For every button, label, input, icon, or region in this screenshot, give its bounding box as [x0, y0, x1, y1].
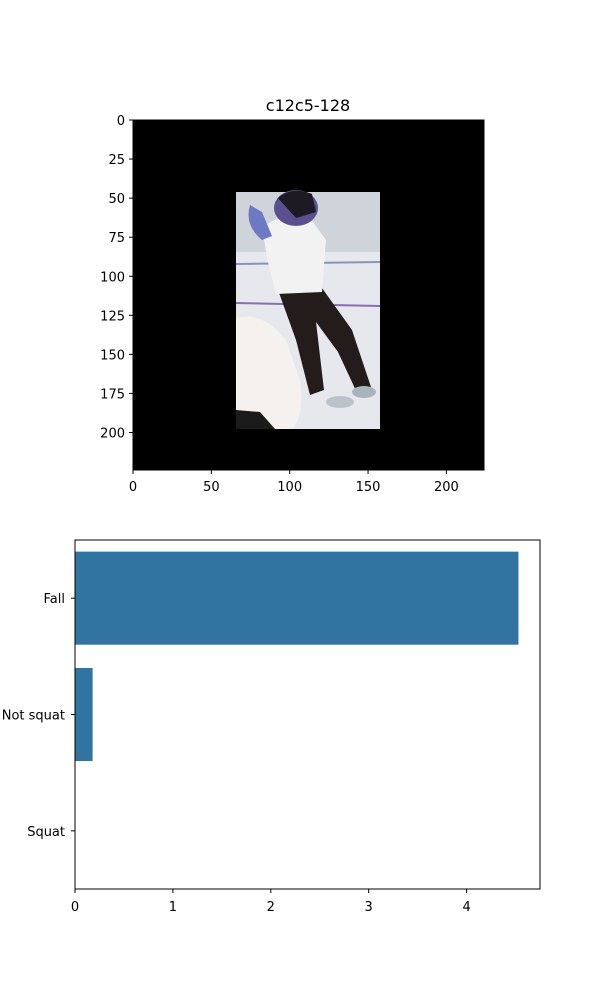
bar-x-tick-label: 1	[169, 900, 177, 915]
bar-y-axis: Fall Not squat Squat	[2, 592, 75, 840]
image-title: c12c5-128	[266, 96, 350, 115]
image-axes-frame	[132, 119, 485, 471]
image-y-tick-label: 100	[100, 270, 125, 285]
bar-series	[75, 551, 519, 762]
image-x-tick-label: 100	[277, 480, 302, 495]
photo-shoe	[326, 396, 354, 408]
bar-x-tick-label: 2	[267, 900, 275, 915]
bar-category-label: Squat	[27, 825, 65, 840]
image-y-tick-label: 125	[100, 309, 125, 324]
image-y-tick-label: 50	[108, 192, 125, 207]
bar-chart-panel: Fall Not squat Squat 0 1 2 3 4	[2, 539, 541, 915]
image-y-tick-label: 150	[100, 348, 125, 363]
bar-x-tick-label: 0	[71, 900, 79, 915]
image-y-tick-label: 25	[108, 153, 125, 168]
photo-arm	[248, 205, 272, 240]
bar-fall	[75, 551, 519, 645]
image-x-tick-label: 50	[203, 480, 220, 495]
image-y-tick-label: 200	[100, 427, 125, 442]
photo-hair	[278, 190, 316, 218]
person-photo	[235, 190, 381, 429]
image-y-tick-label: 75	[108, 231, 125, 246]
bar-x-axis: 0 1 2 3 4	[71, 889, 471, 915]
bar-category-label: Not squat	[2, 709, 65, 724]
image-x-tick-label: 200	[434, 480, 459, 495]
bar-not-squat	[75, 667, 93, 762]
image-y-tick-label: 0	[117, 114, 125, 129]
bar-x-tick-label: 4	[462, 900, 470, 915]
image-y-tick-label: 175	[100, 387, 125, 402]
photo-shirt	[262, 216, 326, 294]
image-y-axis: 0 25 50 75 100 125 150 175 200	[100, 114, 133, 442]
bar-category-label: Fall	[44, 592, 65, 607]
bar-x-tick-label: 3	[365, 900, 373, 915]
photo-legs	[278, 288, 372, 395]
photo-shoe	[352, 386, 376, 398]
image-x-tick-label: 0	[129, 480, 137, 495]
image-x-axis: 0 50 100 150 200	[129, 470, 459, 495]
image-x-tick-label: 150	[356, 480, 381, 495]
photo-white-object	[236, 316, 302, 429]
photo-dark-object	[236, 410, 275, 429]
